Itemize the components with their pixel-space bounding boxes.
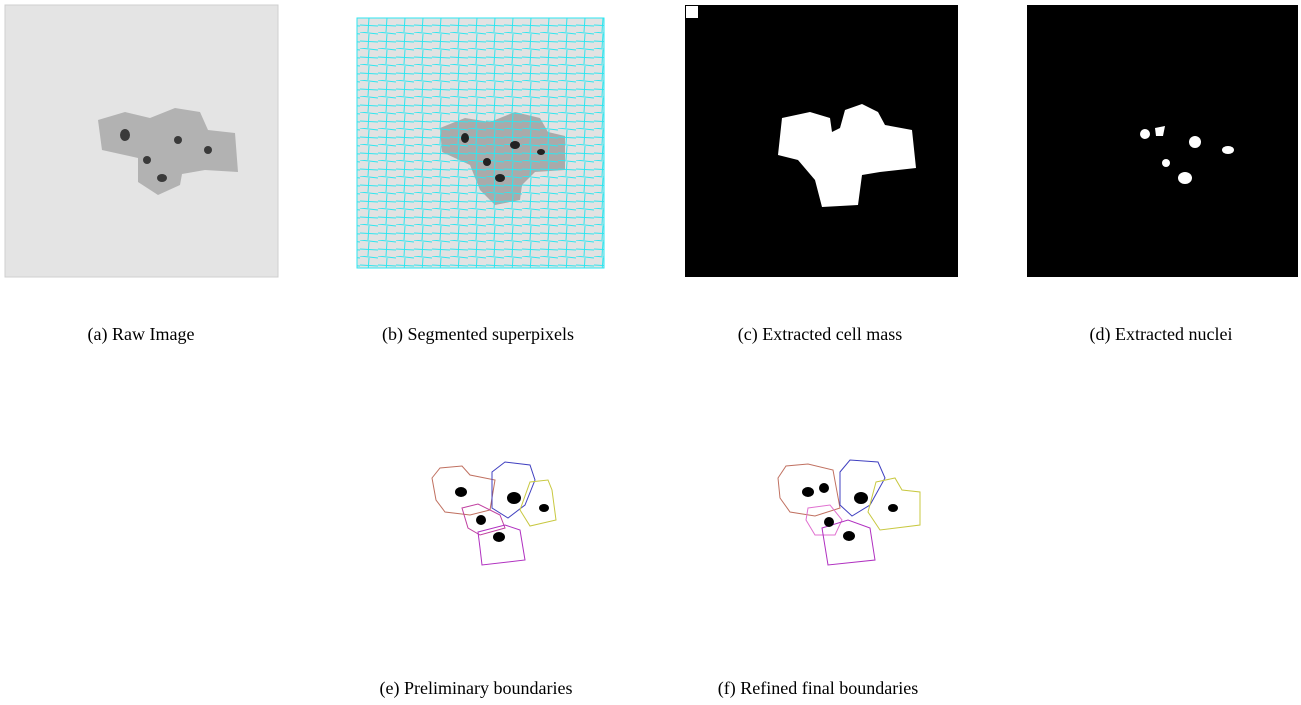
caption: (f) Refined final boundaries bbox=[718, 678, 918, 699]
nuclei-image bbox=[1027, 5, 1298, 277]
caption: (e) Preliminary boundaries bbox=[380, 678, 573, 699]
preliminary-boundaries bbox=[432, 462, 556, 565]
refined-boundaries bbox=[778, 460, 920, 565]
page: (a) Raw Image (b) Segmented superpixels … bbox=[0, 0, 1301, 705]
caption: (d) Extracted nuclei bbox=[1090, 324, 1233, 345]
figure: (a) Raw Image (b) Segmented superpixels … bbox=[0, 0, 1301, 705]
caption: (a) Raw Image bbox=[88, 324, 195, 345]
superpixel-image bbox=[357, 18, 604, 268]
raw-image bbox=[5, 5, 278, 277]
caption: (c) Extracted cell mass bbox=[738, 324, 902, 345]
cell-mass-image bbox=[685, 5, 958, 277]
caption: (b) Segmented superpixels bbox=[382, 324, 574, 345]
